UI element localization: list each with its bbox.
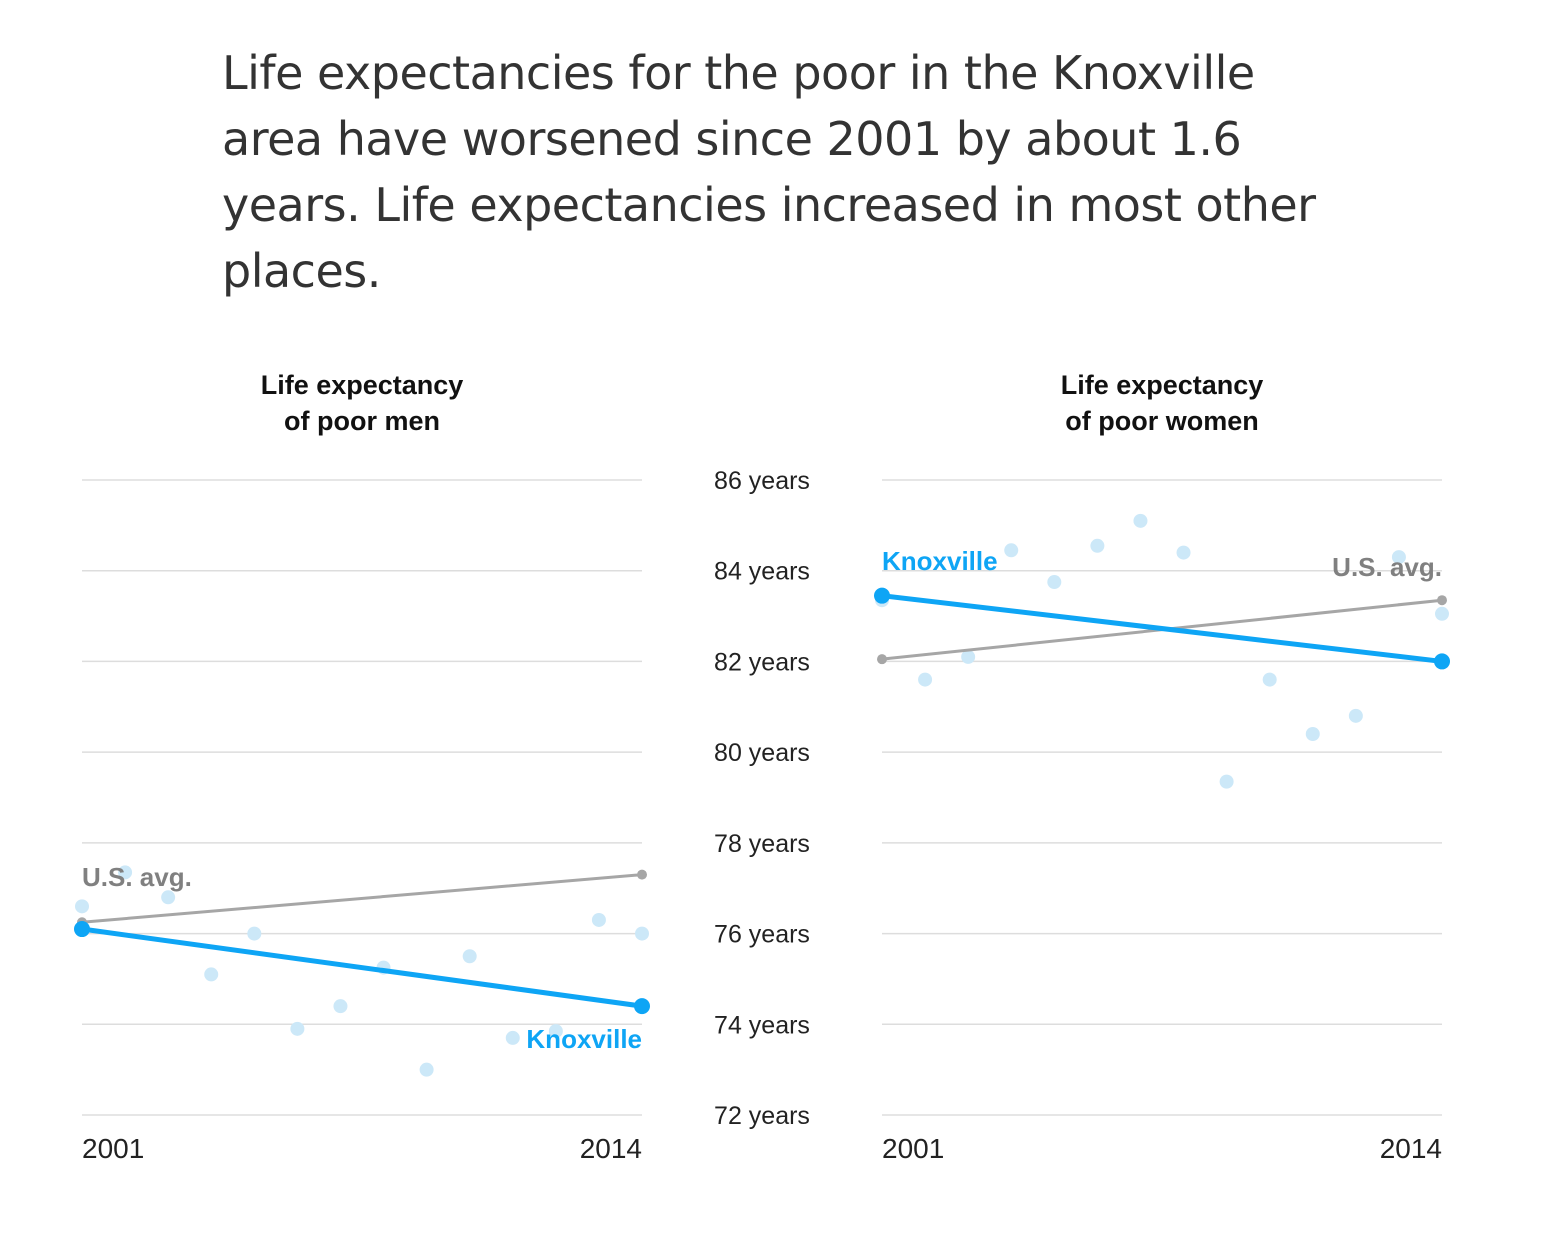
data-point	[161, 890, 176, 905]
data-point	[1047, 575, 1062, 590]
y-axis-labels: 86 years 84 years 82 years 80 years 78 years…	[714, 467, 810, 1130]
series-lines	[74, 869, 650, 1015]
data-point	[505, 1030, 520, 1045]
data-point	[1133, 513, 1148, 528]
data-point	[1004, 543, 1019, 558]
us-avg-label: U.S. avg.	[82, 862, 192, 892]
data-point	[635, 926, 649, 941]
chart-poor-women: Life expectancy of poor women 2001 2014 …	[874, 370, 1450, 1164]
y-tick-label: 82 years	[714, 648, 810, 676]
data-point	[75, 899, 89, 914]
series-lines	[874, 587, 1450, 670]
data-point	[1305, 727, 1320, 741]
knoxville-endpoint	[634, 998, 650, 1015]
data-point	[247, 926, 262, 941]
y-tick-label: 78 years	[714, 830, 810, 858]
x-tick-start: 2001	[82, 1133, 144, 1164]
data-point	[1262, 672, 1277, 687]
knoxville-label: Knoxville	[882, 546, 998, 576]
chart-title-line-1: Life expectancy	[1061, 370, 1264, 400]
data-point	[1435, 606, 1449, 621]
knoxville-endpoint	[1434, 653, 1450, 670]
headline: Life expectancies for the poor in the Kn…	[222, 46, 1316, 298]
data-point	[548, 1024, 563, 1039]
data-point	[462, 949, 477, 964]
y-tick-label: 80 years	[714, 739, 810, 767]
chart-title-line-2: of poor women	[1065, 406, 1258, 436]
us-avg-endpoint	[1437, 595, 1447, 606]
chart-title-line-1: Life expectancy	[261, 370, 464, 400]
data-point	[1090, 538, 1105, 553]
data-point	[1391, 550, 1406, 565]
y-tick-label: 76 years	[714, 921, 810, 949]
knoxville-line	[79, 926, 645, 1009]
x-tick-end: 2014	[580, 1133, 642, 1164]
knoxville-endpoint	[874, 587, 890, 604]
knoxville-line	[879, 593, 1445, 664]
gridlines	[82, 479, 1442, 1116]
data-point	[419, 1062, 434, 1077]
x-tick-start: 2001	[882, 1133, 944, 1164]
data-point	[204, 967, 219, 982]
data-point	[1219, 774, 1234, 789]
knoxville-label: Knoxville	[526, 1024, 642, 1054]
us-avg-endpoint	[877, 654, 887, 665]
data-point	[591, 912, 606, 927]
data-point	[961, 649, 976, 664]
y-tick-label: 84 years	[714, 558, 810, 586]
us-avg-label: U.S. avg.	[1332, 552, 1442, 582]
y-tick-label: 74 years	[714, 1011, 810, 1039]
knoxville-endpoint	[74, 921, 90, 938]
chart-poor-men: Life expectancy of poor men 2001 2014 U.…	[74, 370, 650, 1164]
x-tick-end: 2014	[1380, 1133, 1442, 1164]
data-point	[118, 865, 133, 880]
y-tick-label: 72 years	[714, 1102, 810, 1130]
data-point	[1348, 708, 1363, 723]
chart-title-line-2: of poor men	[284, 406, 440, 436]
data-point	[333, 999, 348, 1014]
data-point	[1176, 545, 1191, 560]
data-point	[918, 672, 933, 687]
us-avg-line	[80, 873, 644, 924]
data-point	[290, 1021, 305, 1036]
y-tick-label: 86 years	[714, 467, 810, 495]
us-avg-endpoint	[637, 869, 647, 880]
